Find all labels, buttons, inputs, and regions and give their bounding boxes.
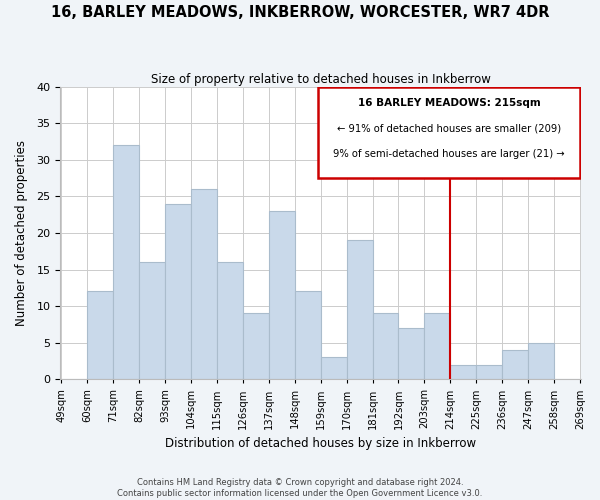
Bar xyxy=(139,262,165,380)
Text: 9% of semi-detached houses are larger (21) →: 9% of semi-detached houses are larger (2… xyxy=(333,149,565,159)
Bar xyxy=(476,364,502,380)
Bar xyxy=(424,314,450,380)
Bar xyxy=(113,145,139,380)
Title: Size of property relative to detached houses in Inkberrow: Size of property relative to detached ho… xyxy=(151,72,491,86)
Bar xyxy=(450,364,476,380)
Bar xyxy=(88,292,113,380)
Text: 16 BARLEY MEADOWS: 215sqm: 16 BARLEY MEADOWS: 215sqm xyxy=(358,98,541,108)
Bar xyxy=(269,211,295,380)
Y-axis label: Number of detached properties: Number of detached properties xyxy=(15,140,28,326)
Text: 16, BARLEY MEADOWS, INKBERROW, WORCESTER, WR7 4DR: 16, BARLEY MEADOWS, INKBERROW, WORCESTER… xyxy=(51,5,549,20)
X-axis label: Distribution of detached houses by size in Inkberrow: Distribution of detached houses by size … xyxy=(165,437,476,450)
Bar xyxy=(528,342,554,380)
Bar xyxy=(243,314,269,380)
Bar xyxy=(165,204,191,380)
Bar xyxy=(502,350,528,380)
Bar xyxy=(318,86,580,178)
Bar xyxy=(347,240,373,380)
Bar xyxy=(217,262,243,380)
Bar xyxy=(398,328,424,380)
Text: Contains HM Land Registry data © Crown copyright and database right 2024.
Contai: Contains HM Land Registry data © Crown c… xyxy=(118,478,482,498)
Text: ← 91% of detached houses are smaller (209): ← 91% of detached houses are smaller (20… xyxy=(337,123,561,133)
Bar xyxy=(320,358,347,380)
Bar xyxy=(373,314,398,380)
Bar xyxy=(295,292,320,380)
Bar xyxy=(191,189,217,380)
